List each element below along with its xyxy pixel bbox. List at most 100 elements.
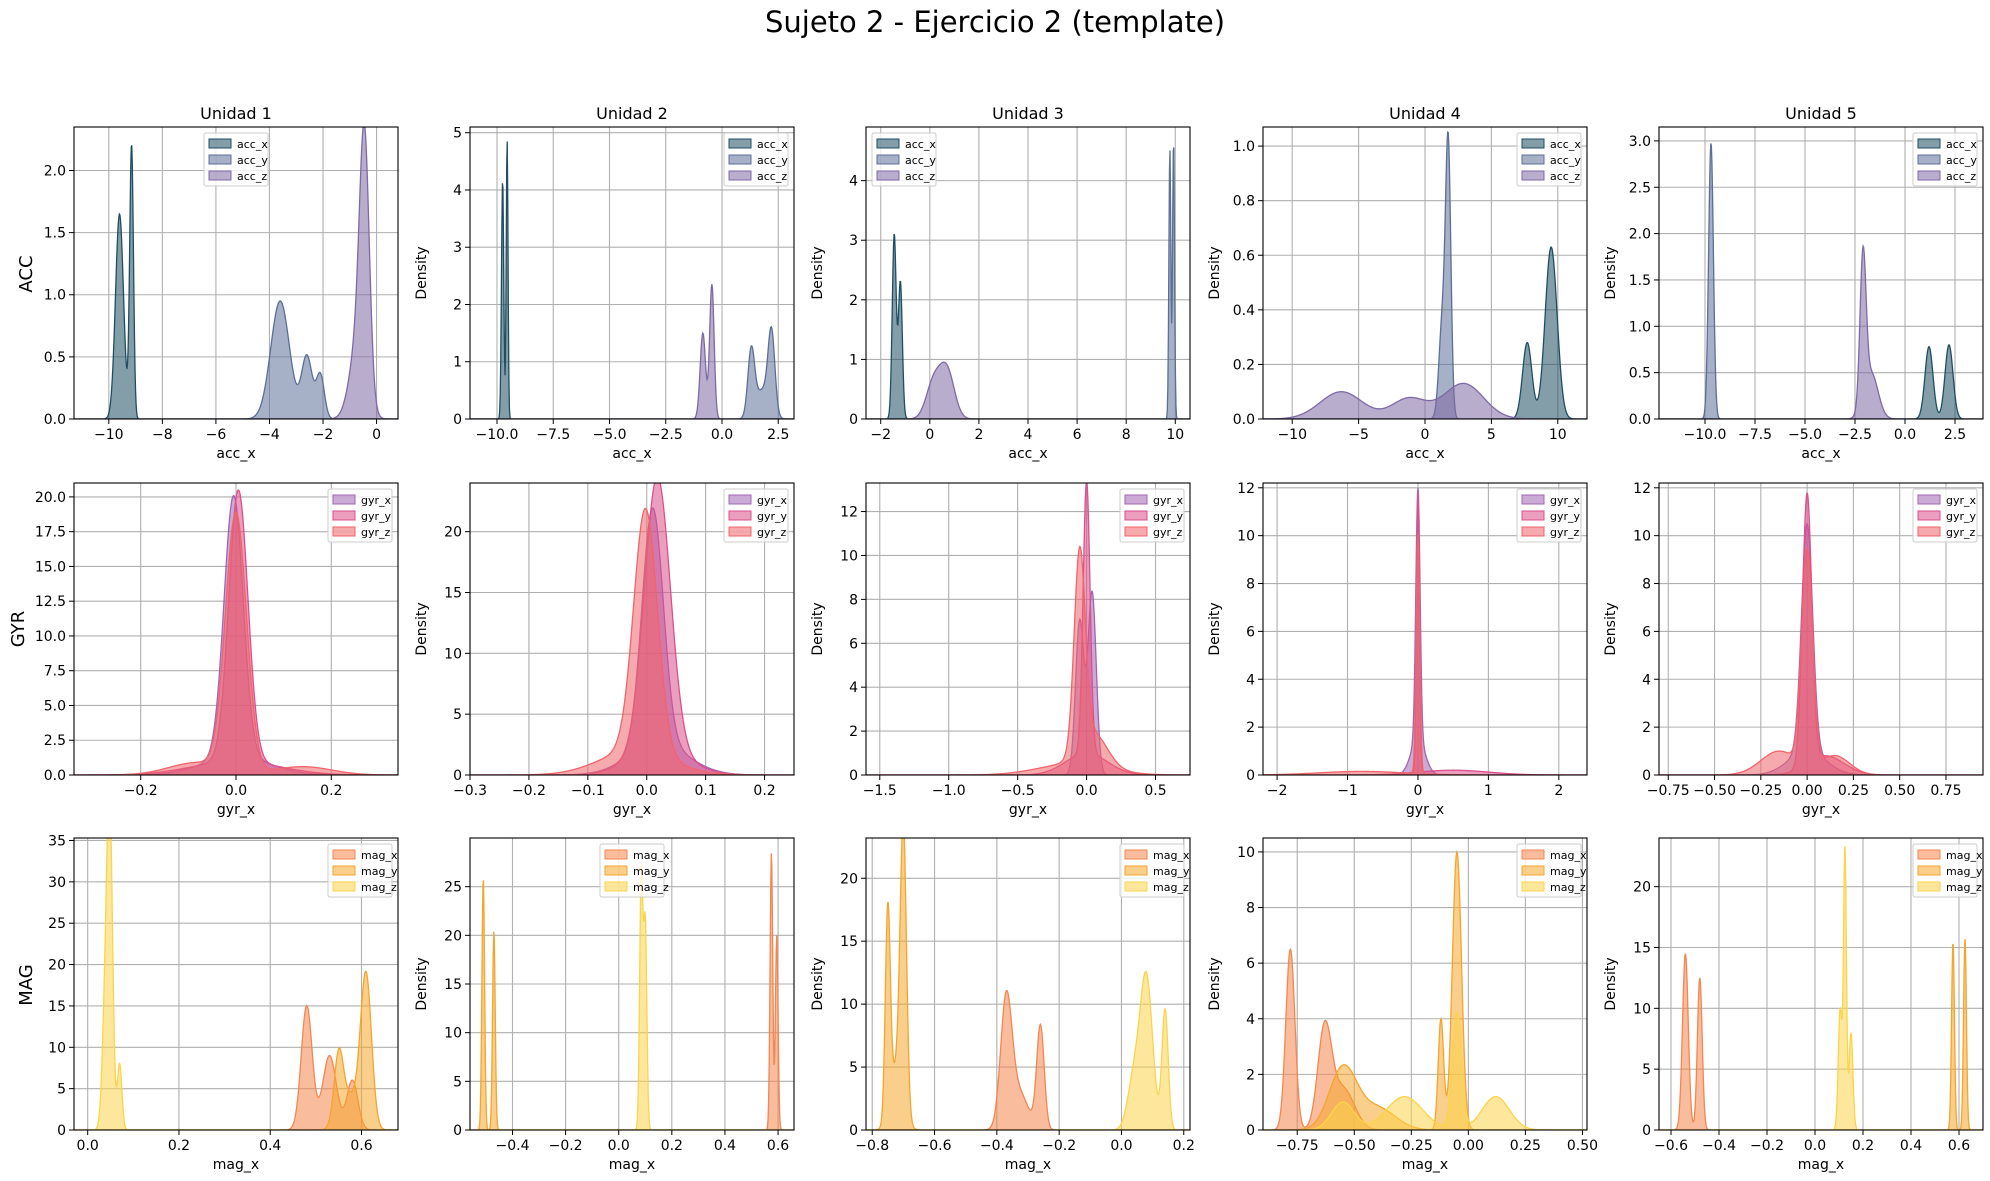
x-tick-label: 0.0 xyxy=(1894,427,1916,443)
x-tick-label: −5.0 xyxy=(593,427,627,443)
y-tick-label: 20.0 xyxy=(35,490,66,506)
density-areas xyxy=(1659,846,1983,1130)
panel-title: Unidad 4 xyxy=(1389,104,1461,123)
x-tick-label: −0.1 xyxy=(571,783,605,799)
y-axis-label: Density xyxy=(414,602,430,655)
chart-panel-3-1: 0.0 0.2 0.4 0.605101520253035mag_xmag_xmag_… xyxy=(48,833,399,1173)
density-gyr_z xyxy=(74,511,398,775)
legend-swatch-gyr_y xyxy=(1521,510,1545,521)
x-tick-label: 0.50 xyxy=(1884,783,1915,799)
legend-label-mag_z: mag_z xyxy=(1550,881,1586,894)
x-tick-label: −10.0 xyxy=(476,427,519,443)
y-axis-label: Density xyxy=(414,246,430,299)
y-tick-label: 1.0 xyxy=(44,288,66,304)
y-tick-label: 12 xyxy=(1237,481,1255,497)
y-tick-label: 2.5 xyxy=(44,733,66,749)
x-tick-label: 2.5 xyxy=(767,427,789,443)
y-tick-label: 1.0 xyxy=(1233,139,1255,155)
legend: gyr_x gyr_y gyr_z xyxy=(1516,488,1582,543)
chart-panel-2-2: −0.3 −0.2 −0.1 0.0 0.1 0.2 0 5 10 15 20 gyr_x Densit… xyxy=(414,482,795,818)
y-tick-label: 10 xyxy=(444,1026,462,1042)
y-tick-label: 20 xyxy=(444,525,462,541)
legend: acc_x acc_y acc_z xyxy=(203,132,269,187)
legend: gyr_x gyr_y gyr_z xyxy=(1119,488,1185,543)
y-tick-label: 15 xyxy=(840,934,858,950)
legend: mag_x mag_y mag_z xyxy=(1516,843,1587,898)
x-tick-label: −0.4 xyxy=(980,1138,1014,1154)
y-axis-label: Density xyxy=(1603,246,1619,299)
x-tick-label: 0.6 xyxy=(767,1138,789,1154)
panel-title: Unidad 5 xyxy=(1785,104,1857,123)
x-tick-label: 0.0 xyxy=(608,1138,630,1154)
x-axis-label: acc_x xyxy=(1008,446,1047,462)
legend: gyr_x gyr_y gyr_z xyxy=(1912,488,1978,543)
axes-frame xyxy=(865,837,1191,1131)
density-areas xyxy=(1263,849,1587,1130)
legend-swatch-gyr_y xyxy=(332,510,356,521)
density-acc_y xyxy=(1659,143,1983,419)
legend-swatch-gyr_z xyxy=(1917,526,1941,537)
legend-swatch-mag_y xyxy=(332,865,356,876)
y-tick-label: 5 xyxy=(1642,1062,1651,1078)
x-tick-label: −7.5 xyxy=(1738,427,1772,443)
legend-label-gyr_y: gyr_y xyxy=(1153,510,1184,523)
density-acc_y xyxy=(470,325,794,419)
y-tick-label: 10 xyxy=(48,1040,66,1056)
y-axis-label: Density xyxy=(1207,246,1223,299)
y-tick-label: 6 xyxy=(1246,956,1255,972)
y-tick-label: 0 xyxy=(849,1123,858,1139)
legend-label-gyr_y: gyr_y xyxy=(757,510,788,523)
legend-swatch-mag_x xyxy=(332,849,356,860)
chart-panel-1-1: −10 −8 −6 −4 −2 0 0.0 0.5 1.0 1.5 2.0 acc_x Unidad 1… xyxy=(44,104,399,462)
legend-label-gyr_z: gyr_z xyxy=(361,526,391,539)
y-tick-label: 30 xyxy=(48,875,66,891)
row-label-mag: MAG xyxy=(16,964,37,1005)
legend-label-mag_x: mag_x xyxy=(1946,849,1983,862)
y-tick-label: 20 xyxy=(444,928,462,944)
y-tick-label: 8 xyxy=(1642,577,1651,593)
legend-label-mag_y: mag_y xyxy=(1946,865,1983,878)
x-tick-label: −0.2 xyxy=(124,783,158,799)
legend-swatch-acc_y xyxy=(1521,154,1545,165)
legend-swatch-acc_y xyxy=(208,154,232,165)
y-tick-label: 1 xyxy=(453,355,462,371)
y-tick-label: 6 xyxy=(1246,624,1255,640)
density-areas xyxy=(866,147,1190,419)
x-axis-label: mag_x xyxy=(609,1157,655,1173)
x-tick-label: 0.00 xyxy=(1792,783,1823,799)
density-acc_x xyxy=(866,233,1190,419)
x-tick-label: 1 xyxy=(1484,783,1493,799)
chart-panel-1-4: −10 −5 0 5 10 0.0 0.2 0.4 0.6 0.8 1.0 acc_x Density U… xyxy=(1207,104,1588,462)
panel-title: Unidad 2 xyxy=(596,104,668,123)
legend-label-gyr_x: gyr_x xyxy=(361,494,392,507)
y-tick-label: 0 xyxy=(453,412,462,428)
x-tick-label: 0.2 xyxy=(168,1138,190,1154)
x-tick-label: 0.0 xyxy=(1804,1138,1826,1154)
axes-frame xyxy=(865,482,1191,776)
y-tick-label: 4 xyxy=(849,174,858,190)
density-gyr_z xyxy=(470,507,794,775)
axes-frame xyxy=(1658,837,1984,1131)
legend-label-mag_z: mag_z xyxy=(1946,881,1982,894)
y-tick-label: 15 xyxy=(48,999,66,1015)
density-areas xyxy=(1659,143,1983,419)
legend-label-acc_z: acc_z xyxy=(1946,170,1976,183)
x-tick-label: −0.50 xyxy=(1693,783,1736,799)
x-tick-label: −0.2 xyxy=(549,1138,583,1154)
legend-swatch-mag_y xyxy=(1917,865,1941,876)
legend-swatch-mag_z xyxy=(1917,881,1941,892)
density-gyr_z xyxy=(1659,547,1983,775)
legend-label-mag_x: mag_x xyxy=(1550,849,1587,862)
x-tick-label: 0 xyxy=(372,427,381,443)
legend-swatch-gyr_x xyxy=(1124,494,1148,505)
legend: acc_x acc_y acc_z xyxy=(723,132,789,187)
y-tick-label: 0.0 xyxy=(1233,412,1255,428)
x-tick-label: 0.75 xyxy=(1930,783,1961,799)
y-axis-label: Density xyxy=(1207,602,1223,655)
legend-swatch-mag_z xyxy=(332,881,356,892)
y-tick-label: 10 xyxy=(840,997,858,1013)
x-tick-label: 0.0 xyxy=(636,783,658,799)
x-tick-label: 6 xyxy=(1073,427,1082,443)
y-tick-label: 0.0 xyxy=(44,412,66,428)
